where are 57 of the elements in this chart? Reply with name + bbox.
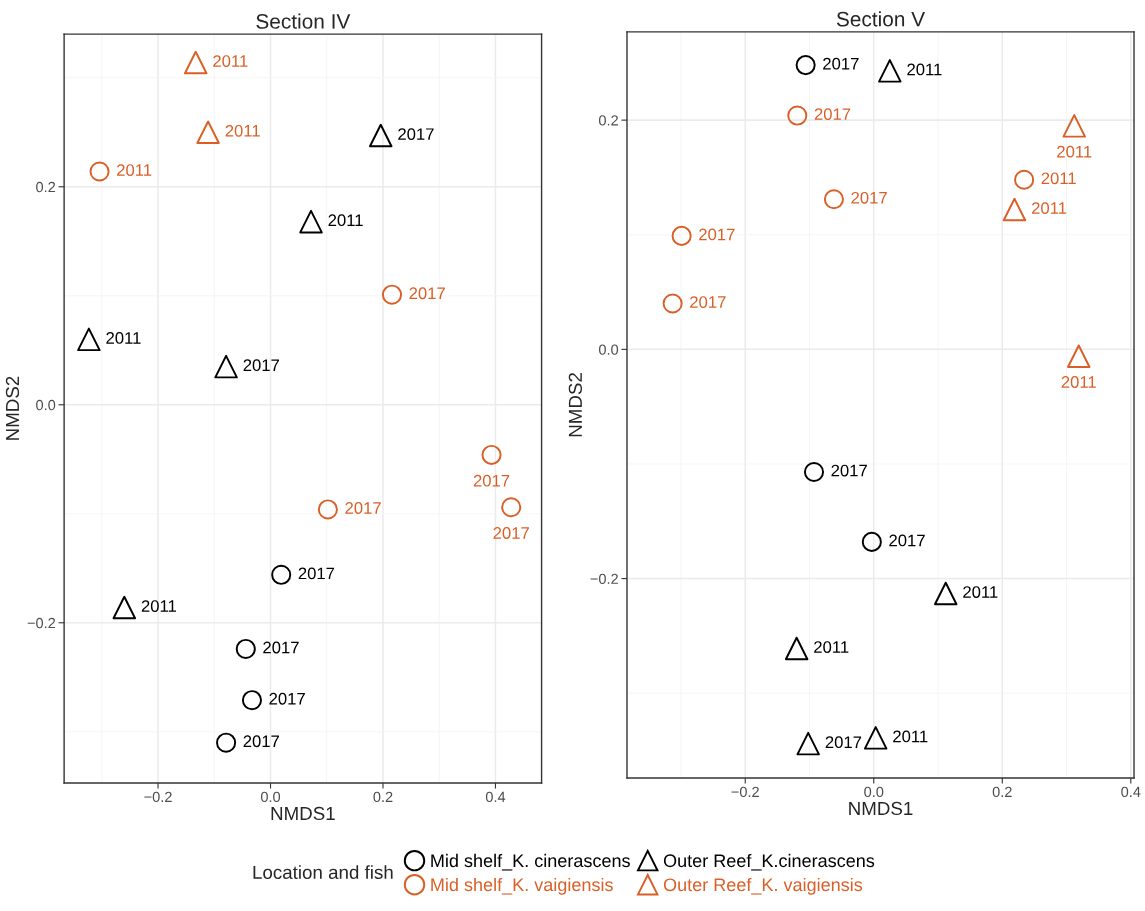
annotation: 2017: [269, 692, 305, 705]
annotation: 2017: [263, 641, 299, 654]
annotation: 2017: [823, 57, 859, 70]
annotation: 2017: [690, 296, 726, 308]
legend-label: Outer Reef_K.cinerascens: [663, 853, 875, 871]
chart-title: Section IV: [256, 13, 351, 29]
annotation: 2017: [493, 527, 529, 539]
y-tick-label: 0.0: [598, 344, 619, 355]
x-axis-title: NMDS1: [849, 801, 913, 816]
annotation: 2011: [907, 63, 942, 76]
legend-label: Mid shelf_K. vaigiensis: [431, 877, 613, 895]
annotation: 2011: [328, 214, 363, 227]
annotation: 2017: [243, 735, 279, 748]
legend-title: Location and fish: [253, 865, 393, 879]
annotation: 2017: [814, 108, 851, 121]
x-tick-label: 0.2: [373, 791, 393, 803]
y-tick-label: −0.2: [27, 617, 56, 629]
annotation: 2017: [889, 534, 925, 547]
annotation: 2017: [398, 128, 434, 141]
y-tick-label: −0.2: [590, 573, 618, 584]
annotation: 2011: [117, 164, 152, 176]
y-axis-title: NMDS2: [5, 376, 20, 440]
annotation: 2017: [345, 502, 381, 514]
annotation: 2017: [473, 474, 510, 487]
annotation: 2017: [825, 736, 862, 749]
annotation: 2011: [963, 586, 998, 598]
legend-label: Outer Reef_K. vaigiensis: [663, 877, 863, 895]
annotation: 2017: [851, 191, 887, 204]
annotation: 2011: [1057, 145, 1092, 158]
annotation: 2011: [225, 124, 260, 137]
chart-title: Section V: [836, 11, 925, 27]
annotation: 2011: [1041, 172, 1076, 185]
x-axis-title: NMDS1: [271, 806, 335, 821]
y-tick-label: 0.0: [36, 399, 56, 411]
annotation: 2011: [814, 641, 849, 653]
annotation: 2017: [409, 287, 445, 300]
annotation: 2011: [213, 55, 248, 67]
annotation: 2017: [243, 359, 279, 372]
annotation: 2011: [141, 600, 176, 612]
x-tick-label: 0.2: [992, 786, 1012, 798]
annotation: 2011: [106, 332, 141, 344]
x-tick-label: −0.2: [731, 786, 759, 798]
x-tick-label: −0.2: [144, 791, 172, 803]
x-tick-label: 0.4: [485, 791, 506, 803]
y-axis-title: NMDS2: [568, 373, 583, 437]
legend-label: Mid shelf_K. cinerascens: [431, 853, 630, 871]
annotation: 2011: [1061, 376, 1096, 388]
y-tick-label: 0.2: [598, 115, 618, 126]
annotation: 2017: [831, 464, 867, 477]
annotation: 2011: [893, 730, 928, 743]
x-tick-label: 0.4: [1121, 786, 1141, 798]
x-tick-label: 0.0: [260, 791, 281, 803]
annotation: 2017: [298, 567, 335, 580]
annotation: 2017: [699, 228, 735, 241]
x-tick-label: 0.0: [864, 786, 884, 798]
y-tick-label: 0.2: [36, 181, 56, 193]
annotation: 2011: [1031, 202, 1067, 214]
